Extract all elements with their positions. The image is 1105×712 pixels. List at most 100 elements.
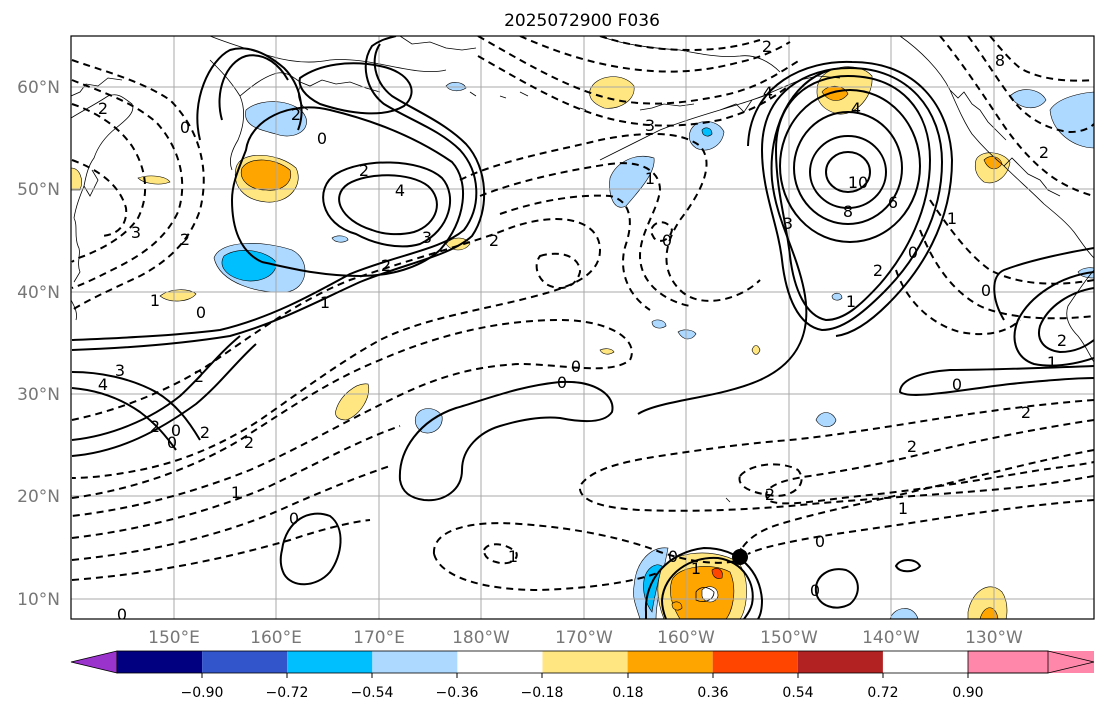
contour-label: 2 [291,105,301,124]
kamchatka-coastline [209,59,381,171]
contour-label: 1 [320,293,330,312]
colorbar-tick-label: −0.54 [351,685,394,701]
contour-label: 2 [873,261,883,280]
contour-line [479,162,691,307]
contour-line [71,335,241,441]
contour-line [737,449,1094,557]
contour-label: 0 [317,129,327,148]
shade-yellow [599,348,615,355]
contour-label: 1 [508,547,518,566]
contour-line [1013,271,1094,367]
colorbar-segment [202,651,288,673]
colorbar-tick-label: −0.36 [436,685,479,701]
contour-line [809,135,887,209]
shade-deep-blue [221,250,277,282]
lat-label: 10°N [17,590,60,610]
contour-line [196,47,303,141]
lon-label: 140°W [862,628,920,648]
aleutian-islands [469,91,587,111]
colorbar-segment [797,651,883,673]
shade-white [701,586,719,603]
contour-label: 3 [783,214,793,233]
contour-line [71,36,478,341]
lat-label: 50°N [17,180,60,200]
contour-line [322,161,451,248]
contour-line [825,151,871,193]
contour-label: 1 [150,291,160,310]
contour-line [298,62,413,115]
shade-light-blue [609,156,655,208]
contour-label: 2 [907,437,917,456]
colorbar-tick-label: 0.18 [612,685,643,701]
shade-light-blue [831,292,843,301]
shade-light-blue [677,329,697,340]
shade-light-blue [1049,91,1094,149]
contour-line [71,103,147,263]
contour-line [898,365,1094,396]
colorbar: −0.90 −0.72 −0.54 −0.36 −0.18 0.18 0.36 … [70,650,1095,701]
colorbar-segment [287,651,373,673]
contour-line [71,343,257,457]
na-west-coastline [1066,269,1094,363]
contour-line [779,89,921,243]
lon-label: 170°W [555,628,613,648]
contour-label: 2 [180,230,190,249]
shade-orange [240,159,292,191]
contour-label: 0 [662,231,672,250]
colorbar-tick-label: 0.90 [952,685,983,701]
contour-line [939,36,1094,197]
contour-line [338,174,438,236]
shade-orange [671,601,683,611]
lat-label: 60°N [17,78,60,98]
contour-label: 2 [200,423,210,442]
contour-line [967,36,1094,134]
shade-light-blue [651,319,667,329]
contour-label: 0 [981,281,991,300]
contour-label: 4 [395,181,405,200]
shade-red [711,568,723,579]
map-title: 2025072900 F036 [504,11,660,31]
marker-dot [732,549,748,565]
contour-line [989,36,1094,82]
lat-label: 20°N [17,487,60,507]
colorbar-frame [116,650,1049,674]
shade-yellow [335,383,370,421]
contour-label: 10 [848,173,868,192]
colorbar-tick-label: 0.54 [782,685,813,701]
contour-label: 1 [947,209,957,228]
colorbar-tick-label: −0.18 [521,685,564,701]
contour-line [894,559,922,573]
contour-label: 2 [194,367,204,386]
contour-line [793,111,903,225]
contour-line [218,54,289,121]
contour-line [459,132,761,302]
contour-label: 8 [995,51,1005,70]
contour-line [747,60,954,337]
colorbar-segment [457,651,543,673]
contour-label: 2 [762,37,772,56]
contour-label: 1 [1047,353,1057,372]
contour-line [499,194,651,311]
colorbar-segment [542,651,628,673]
canada-coastline [899,36,1094,259]
contour-label: 1 [691,559,701,578]
colorbar-segment [712,651,798,673]
contour-line [519,36,791,73]
contour-label: 2 [150,417,160,436]
contour-label: 0 [117,605,127,624]
lat-label: 30°N [17,385,60,405]
contour-label: 4 [98,375,108,394]
latitude-labels: 60°N 50°N 40°N 30°N 20°N 10°N [17,78,60,610]
contour-line [578,399,1094,512]
colorbar-segment [372,651,458,673]
shade-light-blue [1009,89,1047,109]
contour-line [993,247,1094,321]
shade-deep-blue [701,127,713,137]
contour-label: 1 [898,499,908,518]
contour-label: 3 [645,116,655,135]
contour-line [650,221,674,242]
contour-label: 2 [244,433,254,452]
colorbar-tick-label: 0.72 [867,685,898,701]
contour-label: 0 [196,303,206,322]
contour-label: 0 [810,581,820,600]
